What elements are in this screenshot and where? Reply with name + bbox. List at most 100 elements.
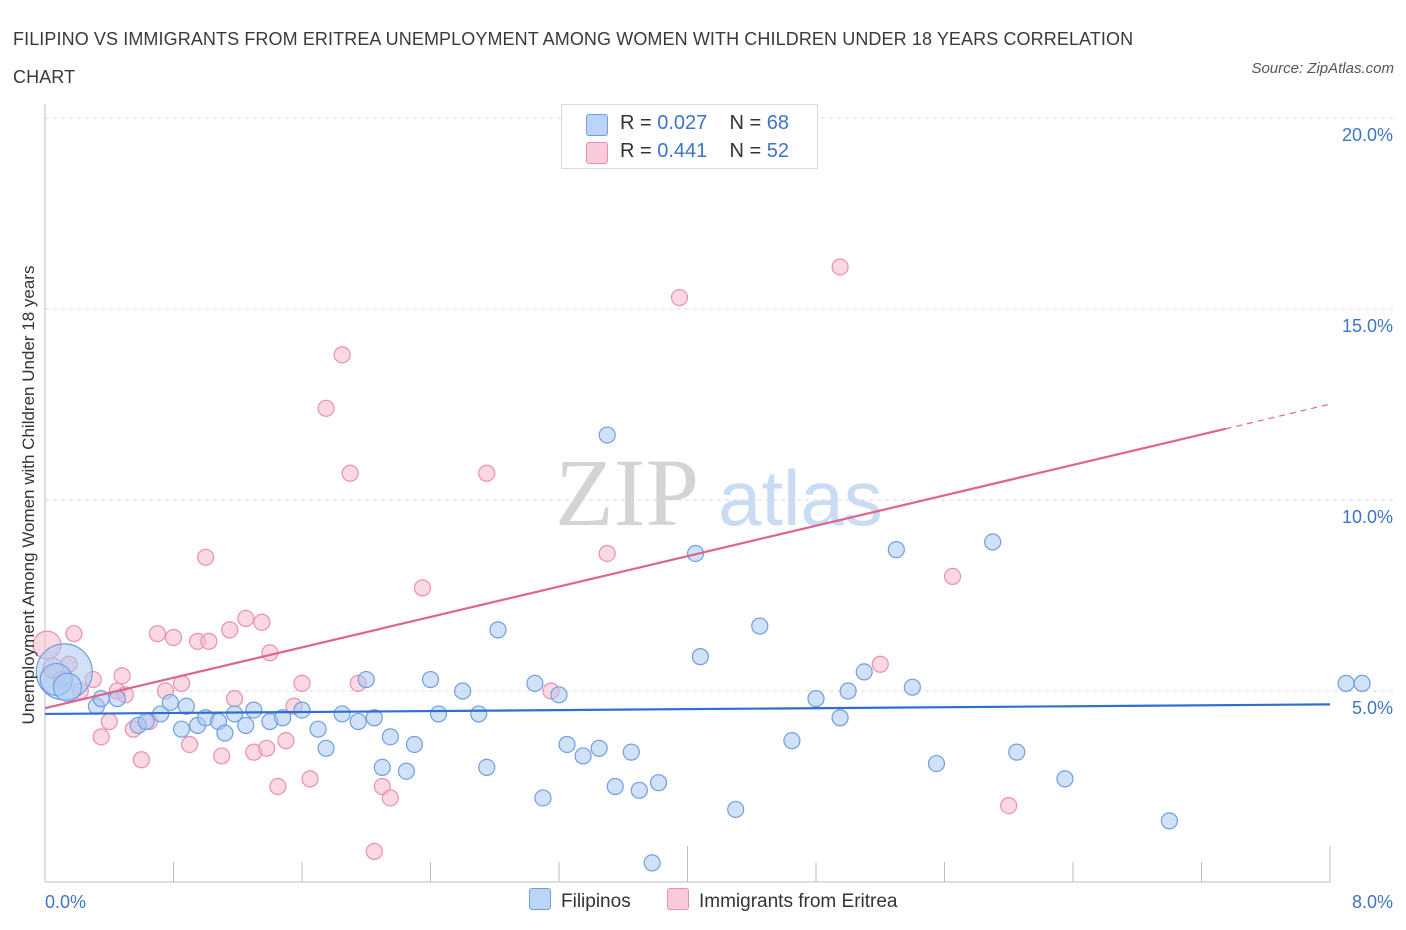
legend-item-eritrea[interactable]: Immigrants from Eritrea <box>667 888 897 913</box>
legend-r-value: 0.441 <box>657 140 708 162</box>
filipino-point <box>598 426 616 444</box>
eritrea-point <box>413 579 432 597</box>
filipino-point <box>373 758 391 777</box>
watermark: ZIP atlas <box>555 439 883 546</box>
y-axis-title: Unemployment Among Women with Children U… <box>19 266 38 725</box>
eritrea-point <box>943 567 962 586</box>
filipino-point <box>172 720 191 738</box>
legend-swatch-pink <box>586 142 608 164</box>
filipino-point <box>489 621 507 639</box>
grid-lines <box>45 117 1395 692</box>
x-tick-label: 0.0% <box>45 892 86 912</box>
eritrea-point <box>1000 796 1018 815</box>
eritrea-points <box>32 258 1018 861</box>
stats-legend: R = 0.027 N = 68 R = 0.441 N = 52 <box>561 104 818 169</box>
filipino-point <box>237 716 255 734</box>
legend-swatch-pink <box>667 888 689 910</box>
filipino-point <box>839 682 857 700</box>
filipino-point <box>357 670 375 689</box>
source-label: Source: ZipAtlas.com <box>1251 60 1394 77</box>
legend-n-label: N = <box>729 140 767 162</box>
filipino-point <box>606 777 624 796</box>
filipino-point <box>534 789 552 807</box>
axes <box>44 104 1331 883</box>
filipino-point <box>807 690 825 708</box>
filipino-point <box>161 693 179 712</box>
filipino-point <box>52 672 83 702</box>
filipino-point <box>927 754 946 773</box>
legend-item-filipinos[interactable]: Filipinos <box>529 888 631 913</box>
filipino-point <box>727 800 745 819</box>
eritrea-point <box>92 728 110 746</box>
filipino-point <box>333 705 351 723</box>
filipino-point <box>855 663 873 681</box>
filipino-point <box>429 705 448 723</box>
filipino-point <box>590 739 608 757</box>
eritrea-point <box>148 625 167 643</box>
eritrea-point <box>831 258 849 276</box>
filipino-point <box>526 674 544 692</box>
x-tick-label: 8.0% <box>1352 892 1393 912</box>
filipino-point <box>317 739 335 757</box>
legend-label-eritrea: Immigrants from Eritrea <box>699 891 898 912</box>
filipino-point <box>574 747 592 765</box>
filipino-point <box>397 762 416 780</box>
eritrea-point <box>341 464 359 482</box>
legend-r-value: 0.027 <box>657 112 708 134</box>
eritrea-point <box>200 632 218 650</box>
eritrea-point <box>65 625 83 643</box>
filipino-points <box>35 426 1371 872</box>
watermark-zip: ZIP <box>555 439 699 546</box>
filipino-point <box>274 709 292 727</box>
filipino-point <box>293 701 311 719</box>
eritrea-point <box>871 655 889 673</box>
filipino-point <box>470 705 488 723</box>
filipino-point <box>421 670 440 689</box>
chart-title: FILIPINO VS IMMIGRANTS FROM ERITREA UNEM… <box>13 29 1134 87</box>
eritrea-point <box>100 712 118 731</box>
filipino-point <box>478 758 496 777</box>
filipino-point <box>622 743 640 761</box>
filipino-point <box>831 709 849 727</box>
eritrea-point <box>333 346 351 364</box>
eritrea-point <box>670 288 689 307</box>
legend-r-label: R = <box>620 112 658 134</box>
filipino-point <box>903 678 921 696</box>
y-tick-label: 15.0% <box>1342 316 1393 336</box>
eritrea-point <box>225 690 244 708</box>
filipino-point <box>309 720 327 738</box>
legend-n-value: 52 <box>766 140 790 162</box>
y-tick-label: 10.0% <box>1342 507 1393 527</box>
filipino-point <box>691 648 709 666</box>
eritrea-point <box>213 747 231 765</box>
trend-lines <box>44 403 1331 716</box>
filipino-point <box>1008 743 1026 761</box>
legend-label-filipinos: Filipinos <box>561 891 631 912</box>
filipino-point <box>177 697 195 715</box>
filipino-point <box>887 541 905 559</box>
tick-labels: 5.0% 10.0% 15.0% 20.0% 0.0% 8.0% <box>45 125 1393 912</box>
legend-n-value: 68 <box>766 112 790 134</box>
filipino-trend-line <box>44 703 1331 716</box>
filipino-point <box>349 712 367 731</box>
filipino-point <box>381 728 399 746</box>
eritrea-point <box>598 544 616 563</box>
y-tick-label: 5.0% <box>1352 698 1393 718</box>
eritrea-point <box>317 399 335 417</box>
eritrea-point <box>221 621 239 639</box>
filipino-point <box>405 735 424 754</box>
filipino-point <box>630 781 648 799</box>
eritrea-point <box>381 789 399 807</box>
eritrea-point <box>180 735 199 754</box>
legend-n-label: N = <box>729 112 767 134</box>
eritrea-trend-extension <box>1225 403 1331 430</box>
watermark-atlas: atlas <box>718 454 883 542</box>
filipino-point <box>225 705 244 723</box>
eritrea-point <box>478 464 496 482</box>
eritrea-point <box>197 548 215 566</box>
filipino-point <box>365 709 383 727</box>
eritrea-point <box>237 609 255 628</box>
eritrea-point <box>258 739 276 757</box>
eritrea-point <box>132 751 150 769</box>
filipino-point <box>1056 770 1074 788</box>
